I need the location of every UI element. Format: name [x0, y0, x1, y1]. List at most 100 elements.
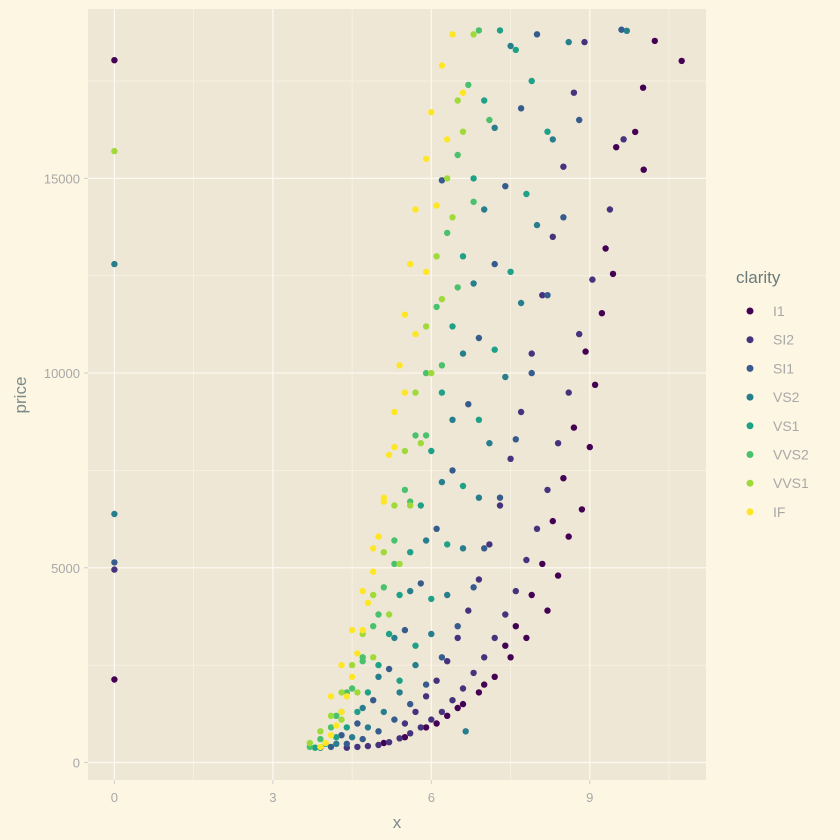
data-point [481, 681, 488, 688]
data-point [391, 443, 398, 451]
data-point [609, 270, 617, 278]
data-point [422, 724, 430, 731]
data-point [449, 31, 456, 38]
data-point [385, 451, 393, 459]
data-point [428, 109, 435, 116]
data-point [454, 151, 461, 159]
data-point [422, 268, 430, 275]
data-point [401, 389, 409, 396]
data-point [459, 350, 467, 357]
data-point [454, 97, 461, 104]
y-tick-label: 0 [73, 755, 80, 770]
data-point [317, 728, 324, 735]
data-point [544, 607, 551, 614]
data-point [380, 498, 387, 505]
data-point [359, 626, 366, 634]
data-point [348, 673, 356, 680]
legend-label: IF [773, 504, 785, 520]
data-point [385, 611, 393, 618]
data-point [486, 541, 493, 548]
data-point [560, 163, 567, 170]
data-point [565, 389, 572, 396]
data-point [651, 37, 658, 45]
data-point [375, 661, 382, 669]
data-point [512, 587, 519, 595]
data-point [549, 517, 556, 525]
data-point [433, 253, 440, 260]
data-point [502, 642, 509, 649]
plot-panel [88, 9, 706, 780]
data-point [111, 676, 118, 683]
data-point [565, 533, 572, 540]
data-point [491, 634, 498, 642]
data-point [582, 348, 589, 355]
data-point [422, 155, 430, 163]
data-point [422, 537, 430, 544]
data-point [496, 494, 504, 501]
data-point [428, 595, 435, 603]
data-point [412, 708, 419, 716]
data-point [507, 455, 514, 462]
data-point [401, 447, 409, 455]
data-point [391, 634, 398, 642]
data-point [465, 81, 472, 89]
data-point [438, 177, 446, 184]
data-point [422, 432, 430, 439]
data-point [581, 38, 588, 46]
data-point [449, 467, 456, 474]
data-point [327, 743, 335, 751]
legend-label: I1 [773, 303, 785, 319]
data-point [560, 214, 567, 221]
data-point [454, 634, 461, 642]
data-point [606, 206, 614, 213]
data-point [502, 183, 509, 190]
series-vs1 [311, 27, 551, 751]
data-point [475, 576, 483, 583]
data-point [570, 89, 578, 96]
x-axis-title: x [393, 813, 402, 832]
data-point [491, 124, 498, 131]
data-point [496, 27, 504, 34]
data-point [391, 560, 398, 568]
data-point [333, 734, 340, 741]
data-point [444, 541, 451, 548]
data-point [111, 57, 118, 64]
legend-label: SI2 [773, 332, 794, 348]
data-point [375, 611, 382, 618]
x-tick-label: 3 [269, 790, 276, 805]
data-point [554, 572, 562, 579]
data-point [470, 31, 477, 38]
data-point [370, 623, 377, 630]
data-point [306, 739, 313, 747]
data-point [407, 587, 414, 595]
legend-key [746, 479, 754, 487]
data-point [385, 630, 393, 638]
legend: clarity I1 SI2 SI1 VS2 VS1 VVS2 VVS1 IF [736, 268, 809, 520]
data-point [449, 214, 456, 221]
data-point [348, 685, 356, 692]
data-point [428, 369, 435, 377]
data-point [549, 136, 556, 143]
data-point [327, 693, 335, 700]
legend-key [746, 393, 754, 401]
data-point [459, 482, 467, 490]
data-point [338, 716, 345, 723]
data-point [523, 190, 530, 198]
data-point [333, 722, 340, 729]
data-point [401, 626, 409, 634]
data-point [417, 502, 424, 509]
data-point [465, 607, 472, 614]
data-point [517, 299, 525, 307]
data-point [348, 626, 356, 634]
y-tick-label: 10000 [44, 366, 80, 381]
data-point [544, 128, 551, 135]
data-points [111, 26, 685, 751]
data-point [470, 669, 477, 677]
legend-key [746, 508, 754, 516]
data-point [576, 330, 583, 338]
data-point [544, 292, 551, 299]
data-point [401, 734, 409, 741]
data-point [311, 744, 319, 751]
data-point [459, 700, 467, 708]
data-point [539, 560, 546, 568]
